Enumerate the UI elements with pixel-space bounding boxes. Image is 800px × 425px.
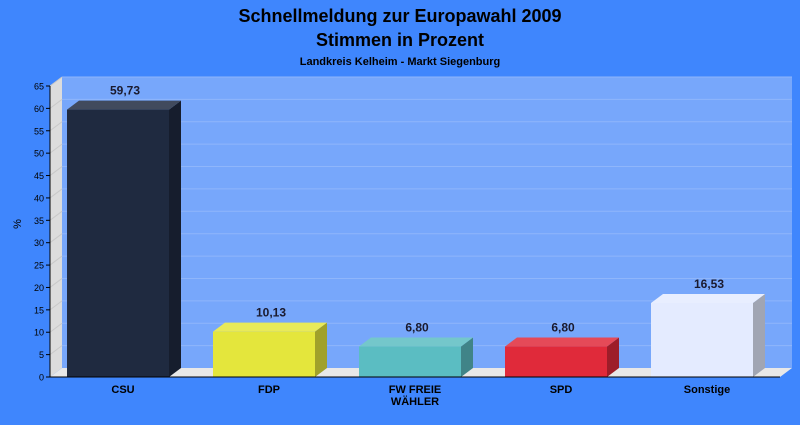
y-tick-label: 0 [39, 373, 44, 383]
y-tick-label: 5 [39, 350, 44, 360]
y-axis-label: % [12, 219, 24, 229]
plot-area: 0 5 10 15 20 25 30 35 40 45 50 55 60 65 59,73 CSU 10,13 F… [34, 76, 792, 408]
y-tick-label: 20 [34, 283, 44, 293]
bar-value-label: 16,53 [694, 277, 724, 291]
grid-line-side [49, 210, 63, 221]
bar-side [315, 322, 327, 377]
bar-side [607, 337, 619, 377]
bar [651, 302, 753, 377]
grid-line-side [49, 121, 63, 132]
bar-value-label: 59,73 [110, 84, 140, 98]
bar-value-label: 10,13 [256, 306, 286, 320]
grid-line-side [49, 76, 63, 87]
chart-title: Schnellmeldung zur Europawahl 2009 [238, 6, 561, 26]
bar-top [651, 293, 765, 303]
chart-subtitle: Landkreis Kelheim - Markt Siegenburg [300, 56, 501, 68]
x-tick-label: FDP [258, 384, 280, 396]
y-tick-label: 65 [34, 82, 44, 92]
chart-title-line2: Stimmen in Prozent [316, 30, 484, 50]
bar-side [169, 100, 181, 377]
grid-line-side [49, 300, 63, 311]
grid-line-side [49, 143, 63, 154]
bar-side [461, 337, 473, 377]
bar [505, 346, 607, 377]
bar [67, 109, 169, 377]
x-tick-label: FW FREIE [389, 384, 442, 396]
bar-value-label: 6,80 [551, 321, 575, 335]
grid-line-side [49, 233, 63, 244]
x-tick-label: SPD [550, 384, 573, 396]
grid-line-side [49, 98, 63, 109]
y-tick-label: 25 [34, 261, 44, 271]
bar [359, 346, 461, 377]
y-tick-label: 45 [34, 171, 44, 181]
bar-top [67, 100, 181, 110]
bar-top [213, 322, 327, 332]
grid-line-side [49, 188, 63, 199]
y-tick-label: 35 [34, 216, 44, 226]
y-tick-label: 55 [34, 126, 44, 136]
plot-side-wall [50, 77, 62, 377]
y-tick-label: 15 [34, 305, 44, 315]
x-tick-label: CSU [111, 384, 134, 396]
grid-line-side [49, 345, 63, 356]
grid-line-side [49, 278, 63, 288]
bar-side [753, 293, 765, 377]
y-tick-label: 30 [34, 238, 44, 248]
y-tick-label: 40 [34, 193, 44, 203]
bar-value-label: 6,80 [405, 321, 429, 335]
grid-line-side [49, 166, 63, 176]
y-tick-label: 60 [34, 104, 44, 114]
x-tick-label: WÄHLER [391, 395, 439, 408]
bar-top [359, 337, 473, 347]
y-tick-label: 10 [34, 328, 44, 338]
bar-top [505, 337, 619, 347]
grid-line-side [49, 255, 63, 266]
bar [213, 331, 315, 377]
y-tick-label: 50 [34, 149, 44, 159]
x-tick-label: Sonstige [684, 384, 730, 396]
grid-line-side [49, 322, 63, 333]
